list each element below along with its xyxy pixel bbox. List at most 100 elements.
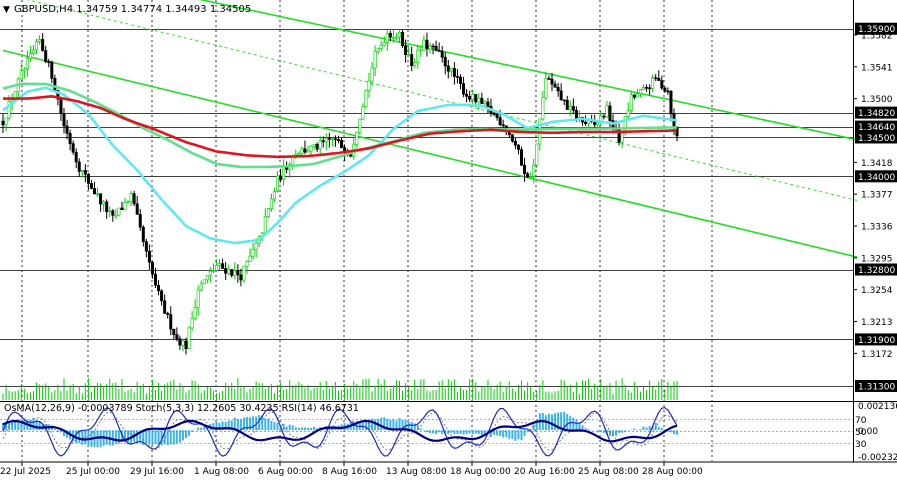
candle-body — [394, 36, 398, 39]
symbol-dropdown-icon[interactable]: ▼ — [3, 5, 10, 15]
candle-body — [568, 106, 572, 110]
time-tick-label: 6 Aug 00:00 — [258, 467, 313, 477]
candle-body — [434, 46, 438, 51]
level-price-label: 1.31900 — [858, 336, 895, 346]
candle-body — [648, 87, 652, 90]
candle-body — [175, 334, 179, 339]
candle-body — [407, 54, 411, 56]
candle-body — [501, 124, 505, 127]
candle-body — [455, 76, 459, 78]
time-tick-label: 22 Jul 2025 — [0, 467, 51, 477]
candle-body — [452, 67, 456, 77]
candle-body — [315, 144, 319, 150]
candle-body — [532, 164, 536, 177]
candle-body — [138, 214, 142, 228]
candle-body — [651, 77, 655, 89]
candle-body — [535, 143, 539, 166]
candle-body — [492, 113, 496, 115]
candle-body — [471, 94, 475, 100]
candle-body — [254, 242, 258, 250]
candle-body — [208, 270, 212, 276]
candle-body — [385, 32, 389, 43]
candle-body — [242, 265, 246, 281]
candle-body — [571, 106, 575, 111]
volume-bars — [2, 378, 678, 400]
price-tick-label: 1.3295 — [861, 254, 893, 264]
candle-body — [199, 283, 203, 291]
time-tick-label: 20 Aug 16:00 — [514, 467, 575, 477]
candle-body — [330, 138, 334, 141]
candle-body — [269, 198, 273, 209]
channel-line — [2, 49, 858, 258]
candle-body — [163, 300, 167, 314]
candle-body — [282, 166, 286, 180]
candle-body — [312, 144, 316, 147]
candle-body — [370, 67, 374, 82]
candle-body — [641, 87, 645, 90]
candle-body — [303, 148, 307, 153]
chart-title: GBPUSD,H4 1.34759 1.34774 1.34493 1.3450… — [14, 4, 251, 15]
candle-body — [635, 93, 639, 98]
candle-body — [62, 113, 66, 127]
candles — [1, 29, 679, 355]
candle-body — [626, 110, 630, 117]
stoch-tick-label: 70 — [855, 416, 867, 426]
candle-body — [340, 140, 344, 148]
candle-body — [645, 87, 649, 89]
candle-body — [657, 78, 661, 81]
candle-body — [272, 191, 276, 200]
candle-body — [80, 170, 84, 172]
level-price-box — [855, 263, 897, 276]
candle-body — [1, 120, 5, 126]
candle-body — [547, 78, 551, 80]
time-tick-label: 25 Jul 00:00 — [66, 467, 120, 477]
indicator-header: OsMA(12,26,9) -0.0003789 Stoch(5,3,3) 12… — [4, 403, 359, 414]
moving-averages — [2, 82, 678, 245]
candle-body — [669, 91, 673, 115]
candle-body — [211, 270, 215, 272]
candle-body — [632, 94, 636, 98]
candle-body — [416, 49, 420, 63]
level-price-box — [855, 170, 897, 183]
level-price-box — [855, 380, 897, 393]
candle-body — [227, 269, 231, 274]
time-tick-label: 25 Aug 08:00 — [578, 467, 639, 477]
candle-body — [620, 133, 624, 143]
candle-body — [376, 48, 380, 52]
candle-body — [544, 78, 548, 98]
candle-body — [196, 289, 200, 308]
candle-body — [446, 65, 450, 72]
candle-body — [675, 127, 679, 137]
candle-body — [486, 101, 490, 107]
candle-body — [22, 68, 26, 71]
candle-body — [361, 106, 365, 120]
candle-body — [172, 328, 176, 335]
candle-body — [44, 50, 48, 62]
candle-body — [7, 101, 11, 119]
ma-red-line — [3, 94, 678, 159]
candle-body — [71, 143, 75, 153]
candle-body — [388, 32, 392, 38]
price-tick-label: 1.3254 — [861, 286, 893, 296]
osma-tick-label: 0.00 — [858, 427, 878, 437]
candle-body — [498, 117, 502, 125]
candle-body — [553, 83, 557, 88]
candle-body — [160, 290, 164, 302]
level-price-label: 1.34000 — [858, 173, 895, 183]
candle-body — [89, 183, 93, 189]
candle-body — [38, 39, 42, 42]
candle-body — [584, 121, 588, 124]
time-tick-label: 18 Aug 00:00 — [450, 467, 511, 477]
candle-body — [111, 210, 115, 216]
candle-body — [404, 45, 408, 56]
candle-body — [41, 39, 45, 51]
candle-body — [306, 150, 310, 153]
channel-midline — [26, 0, 858, 201]
price-tick-label: 1.3541 — [861, 63, 893, 73]
candle-body — [654, 77, 658, 79]
price-tick-label: 1.3377 — [861, 191, 893, 201]
candle-body — [77, 161, 81, 172]
candle-body — [154, 273, 158, 286]
